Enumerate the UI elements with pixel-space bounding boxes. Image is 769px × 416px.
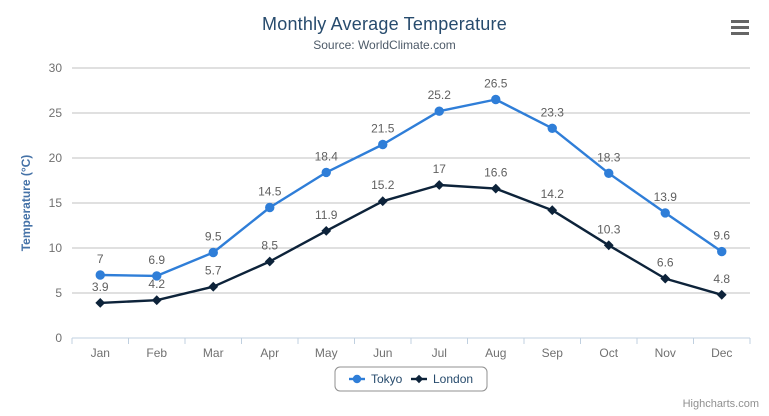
y-axis-tick-label: 15 xyxy=(49,196,63,210)
series-line xyxy=(99,183,723,305)
y-axis-tick-label: 10 xyxy=(49,241,63,255)
data-point-marker[interactable] xyxy=(434,180,445,190)
data-point-label: 17 xyxy=(433,162,447,176)
data-point-label: 7 xyxy=(97,252,104,266)
x-axis-tick-label: Jun xyxy=(373,346,392,360)
data-point-label: 21.5 xyxy=(371,122,395,136)
y-axis-tick-label: 30 xyxy=(49,61,63,75)
data-point-label: 18.3 xyxy=(597,150,621,164)
hamburger-bar-2 xyxy=(731,25,749,29)
data-point-label: 13.9 xyxy=(654,190,678,204)
data-point-label: 10.3 xyxy=(597,222,621,236)
data-point-label: 23.3 xyxy=(541,105,565,119)
series-tokyo: 7 6.9 9.5 14.5 18.4 21.5 25.2 26.5 23.3 18.3 13.9 9… xyxy=(95,77,730,281)
hamburger-bar-1 xyxy=(731,19,749,23)
data-point-label: 8.5 xyxy=(261,239,278,253)
y-axis-tick-label: 25 xyxy=(49,106,63,120)
data-point-label: 14.5 xyxy=(258,185,282,199)
data-point-marker[interactable] xyxy=(547,205,558,216)
hamburger-bar-3 xyxy=(731,31,749,35)
legend-label: Tokyo xyxy=(371,372,403,386)
x-axis-tick-label: Jan xyxy=(91,346,110,360)
x-axis-tick-label: Nov xyxy=(655,346,676,360)
data-point-marker[interactable] xyxy=(547,123,557,134)
data-point-marker[interactable] xyxy=(717,246,727,257)
chart-subtitle: Source: WorldClimate.com xyxy=(313,38,456,52)
legend-item-tokyo[interactable]: Tokyo xyxy=(349,372,403,386)
data-point-marker[interactable] xyxy=(660,208,670,218)
data-point-label: 25.2 xyxy=(428,88,452,102)
x-axis-tick-label: Dec xyxy=(711,346,732,360)
data-point-label: 4.2 xyxy=(148,277,165,291)
data-point-marker[interactable] xyxy=(378,139,388,150)
data-point-label: 9.6 xyxy=(713,229,730,243)
data-point-label: 4.8 xyxy=(713,272,730,286)
x-axis-tick-label: Aug xyxy=(485,346,506,360)
data-point-marker[interactable] xyxy=(716,289,727,300)
x-axis-tick-label: Sep xyxy=(542,346,564,360)
data-point-marker[interactable] xyxy=(208,247,218,258)
x-axis-tick-label: Mar xyxy=(203,346,224,360)
data-point-marker[interactable] xyxy=(264,256,275,267)
data-point-marker[interactable] xyxy=(434,106,444,116)
data-point-marker[interactable] xyxy=(208,281,219,292)
x-axis-tick-label: Apr xyxy=(260,346,279,360)
legend-marker xyxy=(414,374,424,384)
y-axis-tick-label: 20 xyxy=(49,151,63,165)
legend-marker xyxy=(352,374,362,384)
data-point-marker[interactable] xyxy=(152,271,162,281)
data-point-marker[interactable] xyxy=(151,295,162,306)
x-axis-tick-label: Oct xyxy=(599,346,618,360)
data-point-marker[interactable] xyxy=(604,168,614,179)
hamburger-menu-icon[interactable] xyxy=(727,16,753,38)
data-point-marker[interactable] xyxy=(660,273,671,284)
data-point-label: 6.6 xyxy=(657,256,674,270)
series-line xyxy=(99,98,723,278)
data-point-label: 5.7 xyxy=(205,264,222,278)
data-point-marker[interactable] xyxy=(490,183,501,194)
x-axis-tick-label: Feb xyxy=(146,346,167,360)
x-axis-tick-label: Jul xyxy=(432,346,447,360)
data-point-label: 14.2 xyxy=(541,187,565,201)
data-point-marker[interactable] xyxy=(377,196,388,207)
data-point-marker[interactable] xyxy=(491,94,501,105)
data-point-marker[interactable] xyxy=(265,202,275,213)
x-axis-tick-label: May xyxy=(315,346,338,360)
data-point-label: 15.2 xyxy=(371,178,395,192)
data-point-marker[interactable] xyxy=(95,297,106,308)
data-point-label: 9.5 xyxy=(205,230,222,244)
y-axis-title: Temperature (°C) xyxy=(19,155,33,252)
data-point-marker[interactable] xyxy=(95,270,105,280)
data-point-label: 26.5 xyxy=(484,77,508,91)
series-london: 3.9 4.2 5.7 8.5 11.9 15.2 17 16.6 14.2 10.3 6.6 4.8 xyxy=(92,162,730,308)
data-point-marker[interactable] xyxy=(603,240,614,251)
data-point-marker[interactable] xyxy=(321,167,331,178)
data-point-label: 16.6 xyxy=(484,166,508,180)
y-axis-tick-label: 0 xyxy=(55,331,62,345)
data-point-label: 18.4 xyxy=(315,149,339,163)
legend-label: London xyxy=(433,372,473,386)
data-point-marker[interactable] xyxy=(321,225,332,236)
data-point-label: 3.9 xyxy=(92,280,109,294)
legend-item-london[interactable]: London xyxy=(411,372,473,386)
chart-title: Monthly Average Temperature xyxy=(262,14,507,34)
chart-legend: Tokyo London xyxy=(334,366,488,392)
credits-link[interactable]: Highcharts.com xyxy=(682,398,759,410)
data-point-label: 11.9 xyxy=(315,208,338,222)
data-point-label: 6.9 xyxy=(148,253,165,267)
y-axis-tick-label: 5 xyxy=(55,286,62,300)
